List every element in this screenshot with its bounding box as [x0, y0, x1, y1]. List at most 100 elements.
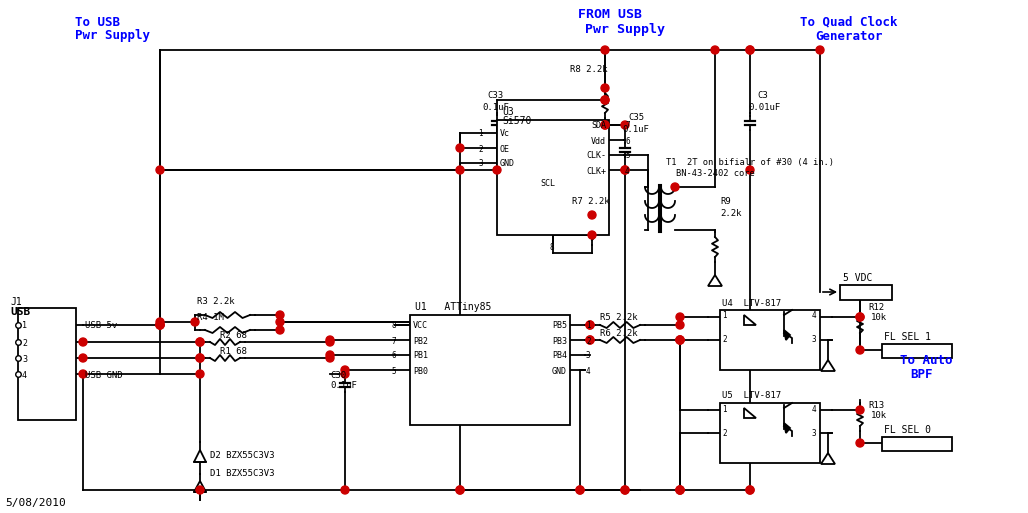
Bar: [882, 437, 952, 451]
Circle shape: [621, 486, 629, 494]
Circle shape: [586, 321, 594, 329]
Text: PB1: PB1: [413, 351, 428, 361]
Circle shape: [456, 486, 464, 494]
Text: 2.2k: 2.2k: [720, 209, 741, 219]
Text: D1 BZX55C3V3: D1 BZX55C3V3: [210, 468, 274, 478]
Bar: [497, 120, 609, 235]
Bar: [410, 315, 570, 425]
Circle shape: [676, 336, 684, 344]
Circle shape: [276, 311, 284, 319]
Circle shape: [493, 166, 501, 174]
Text: 10k: 10k: [871, 313, 887, 323]
Text: 0.1uF: 0.1uF: [622, 125, 649, 133]
Circle shape: [196, 354, 204, 362]
Text: R13: R13: [868, 401, 884, 409]
Text: To Quad Clock: To Quad Clock: [800, 15, 897, 29]
Circle shape: [586, 321, 594, 329]
Circle shape: [601, 84, 609, 92]
Text: USB: USB: [10, 307, 30, 317]
Text: FL SEL 1: FL SEL 1: [884, 332, 931, 342]
Circle shape: [816, 46, 824, 54]
Circle shape: [79, 354, 87, 362]
Circle shape: [191, 318, 199, 326]
Circle shape: [856, 313, 864, 321]
Circle shape: [856, 406, 864, 414]
Polygon shape: [744, 408, 756, 418]
Circle shape: [196, 486, 204, 494]
Circle shape: [676, 336, 684, 344]
Circle shape: [676, 313, 684, 321]
Text: CLK-: CLK-: [586, 151, 605, 161]
Text: BPF: BPF: [910, 367, 932, 381]
Circle shape: [746, 46, 754, 54]
Text: 4: 4: [625, 167, 629, 175]
Text: PB0: PB0: [413, 366, 428, 376]
Text: 4: 4: [812, 311, 816, 321]
Circle shape: [621, 166, 629, 174]
Circle shape: [156, 321, 164, 329]
Circle shape: [196, 338, 204, 346]
Text: BN-43-2402 core: BN-43-2402 core: [676, 169, 755, 179]
Text: R2 68: R2 68: [220, 331, 247, 341]
Circle shape: [746, 166, 754, 174]
Text: 5/08/2010: 5/08/2010: [5, 498, 66, 508]
Circle shape: [676, 486, 684, 494]
Text: VCC: VCC: [413, 322, 428, 330]
Circle shape: [676, 486, 684, 494]
Circle shape: [856, 439, 864, 447]
Circle shape: [711, 46, 719, 54]
Text: Vc: Vc: [500, 129, 510, 139]
Text: R12: R12: [868, 303, 884, 311]
Text: 1: 1: [22, 322, 27, 330]
Text: PB4: PB4: [552, 351, 567, 361]
Text: SDA: SDA: [591, 122, 605, 130]
Circle shape: [621, 486, 629, 494]
Text: R7 2.2k: R7 2.2k: [572, 198, 610, 207]
Polygon shape: [744, 315, 756, 325]
Text: 8: 8: [550, 244, 555, 252]
Bar: [19, 308, 76, 420]
Text: USB GND: USB GND: [85, 370, 122, 380]
Text: 2: 2: [22, 339, 27, 347]
Text: Si570: Si570: [502, 116, 531, 126]
Text: 1: 1: [586, 322, 591, 330]
Circle shape: [856, 313, 864, 321]
Text: U5  LTV-817: U5 LTV-817: [722, 391, 781, 401]
Polygon shape: [194, 450, 206, 462]
Text: GND: GND: [500, 160, 515, 168]
Circle shape: [576, 486, 584, 494]
Text: PB5: PB5: [552, 322, 567, 330]
Text: C33: C33: [487, 91, 503, 101]
Circle shape: [326, 354, 334, 362]
Text: 0.01uF: 0.01uF: [748, 104, 780, 112]
Text: CLK+: CLK+: [586, 167, 605, 175]
Polygon shape: [194, 481, 206, 492]
Circle shape: [601, 96, 609, 104]
Text: 3: 3: [478, 160, 483, 168]
Circle shape: [676, 336, 684, 344]
Bar: [882, 344, 952, 358]
Polygon shape: [784, 330, 790, 340]
Text: C30: C30: [330, 370, 346, 380]
Text: R1 68: R1 68: [220, 347, 247, 357]
Circle shape: [456, 486, 464, 494]
Circle shape: [79, 370, 87, 378]
Text: 2: 2: [586, 337, 591, 345]
Text: Pwr Supply: Pwr Supply: [585, 23, 665, 35]
Text: 2: 2: [478, 145, 483, 153]
Text: R4 1M: R4 1M: [197, 313, 224, 323]
Circle shape: [276, 318, 284, 326]
Circle shape: [196, 370, 204, 378]
Circle shape: [156, 166, 164, 174]
Text: To USB: To USB: [75, 15, 120, 29]
Circle shape: [671, 183, 680, 191]
Text: C35: C35: [628, 113, 645, 123]
Text: U1   ATTiny85: U1 ATTiny85: [415, 302, 491, 312]
Bar: [720, 403, 820, 463]
Text: To Auto: To Auto: [900, 353, 953, 366]
Circle shape: [746, 46, 754, 54]
Circle shape: [156, 318, 164, 326]
Text: R3 2.2k: R3 2.2k: [197, 298, 234, 306]
Text: R5 2.2k: R5 2.2k: [600, 313, 637, 323]
Circle shape: [601, 121, 609, 129]
